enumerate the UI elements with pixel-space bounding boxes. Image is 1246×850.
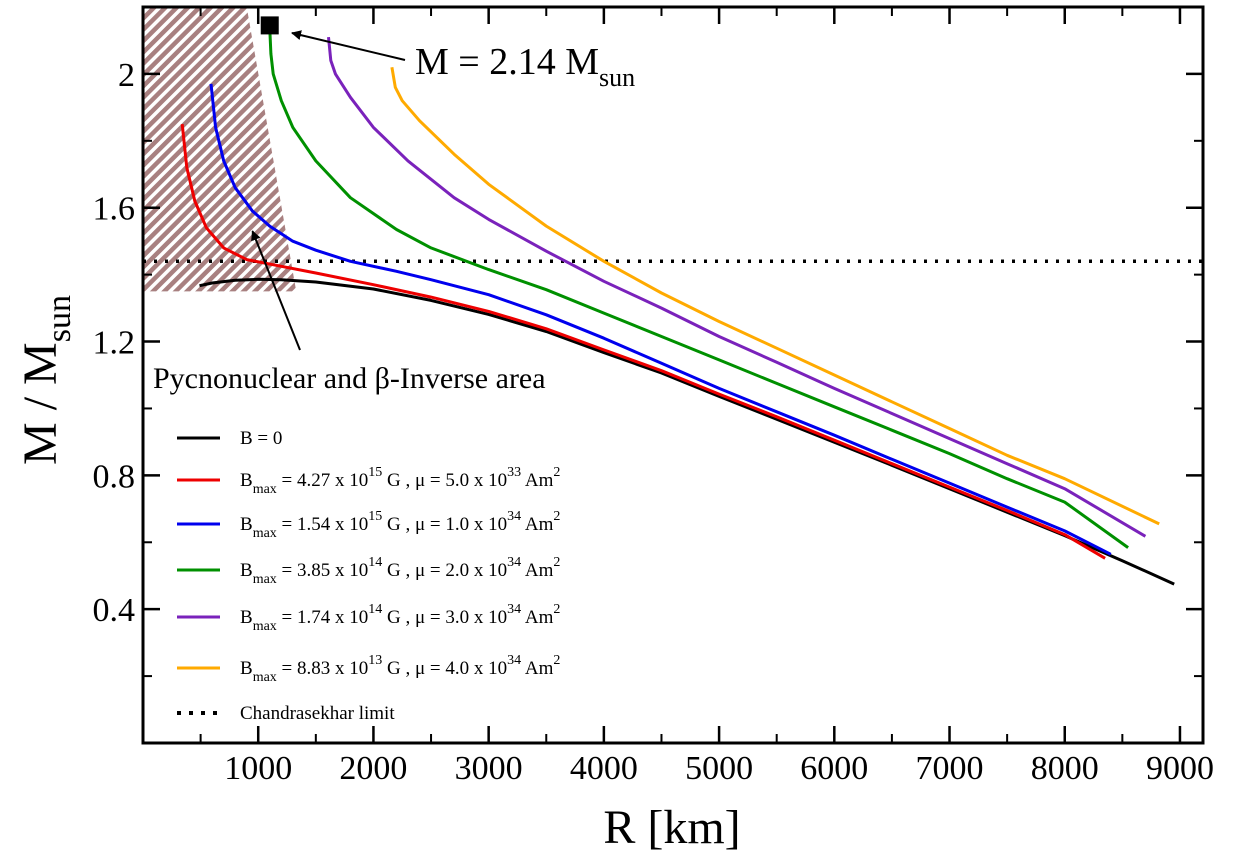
series-line-5 [390,66,1160,526]
x-tick-label: 7000 [916,750,984,787]
pycnonuclear-arrow [251,230,301,351]
x-tick-label: 5000 [685,750,753,787]
series-line-0 [199,277,1175,586]
y-tick-label: 2 [118,57,135,94]
y-tick-label: 0.4 [93,592,136,629]
series-line-1 [180,123,1106,560]
pycnonuclear-label: Pycnonuclear and β-Inverse area [153,362,546,395]
y-tick-label: 0.8 [93,458,136,495]
legend-label-series5: Bmax = 8.83 x 1013 G , μ = 4.0 x 1034 Am… [240,653,560,685]
x-tick-label: 9000 [1146,750,1214,787]
x-tick-label: 1000 [224,750,292,787]
legend-label-chandrasekhar: Chandrasekhar limit [240,703,395,724]
x-tick-label: 8000 [1031,750,1099,787]
y-axis-label: M / Msun [14,295,78,465]
series-line-2 [209,83,1112,556]
max-mass-arrow [291,30,406,61]
max-mass-label: M = 2.14 Msun [415,41,635,92]
series-line-4 [327,36,1147,538]
x-tick-label: 3000 [455,750,523,787]
plot-frame [141,5,1205,745]
max-mass-marker [260,16,279,35]
y-tick-label: 1.2 [93,325,136,362]
legend-label-series1: Bmax = 4.27 x 1015 G , μ = 5.0 x 1033 Am… [240,465,560,497]
legend: B = 0 Bmax = 4.27 x 1015 G , μ = 5.0 x 1… [177,428,560,724]
legend-label-series4: Bmax = 1.74 x 1014 G , μ = 3.0 x 1034 Am… [240,602,560,634]
legend-label-series2: Bmax = 1.54 x 1015 G , μ = 1.0 x 1034 Am… [240,509,560,541]
x-tick-label: 2000 [339,750,407,787]
x-tick-label: 4000 [570,750,638,787]
legend-label-series3: Bmax = 3.85 x 1014 G , μ = 2.0 x 1034 Am… [240,555,560,587]
x-axis-label: R [km] [603,801,740,850]
series-line-3 [268,27,1129,549]
legend-label-b0: B = 0 [240,428,282,449]
y-tick-label: 1.6 [93,191,136,228]
x-tick-label: 6000 [800,750,868,787]
